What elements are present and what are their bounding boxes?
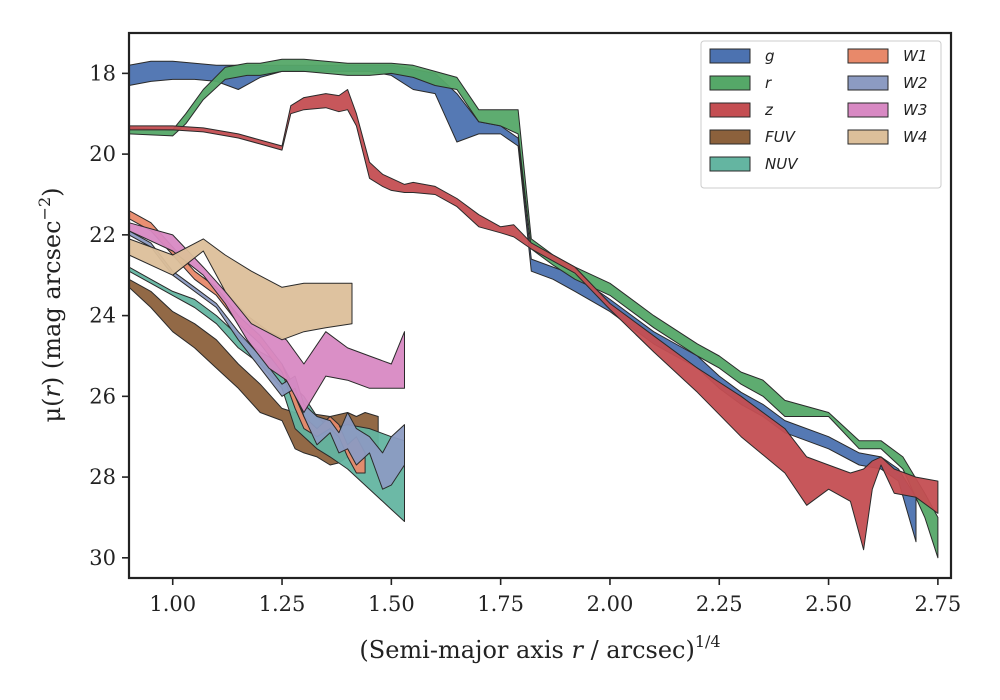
- y-tick-label: 30: [89, 546, 116, 570]
- y-axis-label-close: ): [38, 187, 66, 196]
- band-r: [128, 58, 939, 559]
- legend-label-w1: W1: [903, 47, 927, 65]
- y-tick-label: 20: [89, 142, 116, 166]
- x-tick-label: 1.50: [368, 592, 415, 616]
- y-axis-label-rest: ) (mag arcsec: [38, 220, 66, 386]
- legend-label-g: g: [765, 47, 775, 65]
- y-tick-label: 22: [89, 223, 116, 247]
- x-tick-label: 1.75: [477, 592, 524, 616]
- legend: grz FUV NUV W1 W2 W3 W4: [700, 40, 942, 189]
- legend-swatch-w4: [847, 129, 889, 145]
- x-axis-label-var: r: [571, 636, 584, 664]
- legend-swatch-z: [709, 102, 751, 118]
- x-tick-label: 1.25: [259, 592, 306, 616]
- y-axis-label-exponent: −2: [35, 197, 54, 221]
- legend-label-w2: W2: [903, 74, 927, 92]
- x-axis-label-open: (Semi-major axis: [359, 636, 571, 664]
- x-axis-label: (Semi-major axis r / arcsec)1/4: [359, 632, 720, 664]
- y-tick-label: 24: [89, 304, 116, 328]
- legend-label-w3: W3: [903, 101, 927, 119]
- y-axis-label: μ(r) (mag arcsec−2): [35, 187, 66, 422]
- bands-layer: [128, 58, 939, 559]
- legend-swatch-g: [709, 48, 751, 64]
- plot-frame: [127, 31, 953, 580]
- x-tick-label: 2.25: [696, 592, 743, 616]
- legend-swatch-w1: [847, 48, 889, 64]
- legend-label-r: r: [765, 74, 772, 92]
- legend-swatch-w3: [847, 102, 889, 118]
- legend-swatch-r: [709, 75, 751, 91]
- x-tick-label: 2.50: [805, 592, 852, 616]
- x-tick-label: 2.75: [915, 592, 962, 616]
- legend-swatch-w2: [847, 75, 889, 91]
- legend-swatch-fuv: [709, 129, 751, 145]
- band-z: [128, 89, 939, 551]
- legend-label-nuv: NUV: [765, 155, 799, 173]
- legend-label-w4: W4: [903, 128, 927, 146]
- x-axis-label-rest: / arcsec): [583, 636, 695, 664]
- x-tick-label: 1.00: [149, 592, 196, 616]
- y-axis-label-mu: μ(: [38, 398, 66, 423]
- band-w4: [128, 238, 353, 341]
- y-tick-label: 26: [89, 384, 116, 408]
- y-tick-label: 28: [89, 465, 116, 489]
- legend-swatch-nuv: [709, 156, 751, 172]
- x-axis-label-exponent: 1/4: [695, 632, 721, 651]
- legend-label-fuv: FUV: [765, 128, 797, 146]
- y-tick-label: 18: [89, 61, 116, 85]
- x-axis: 1.00 1.25 1.50 1.75 2.00 2.25 2.50 2.75: [149, 578, 961, 616]
- y-axis: 18 20 22 24 26 28 30: [89, 61, 129, 570]
- x-tick-label: 2.00: [587, 592, 634, 616]
- legend-label-z: z: [764, 101, 774, 119]
- y-axis-label-var: r: [38, 385, 66, 398]
